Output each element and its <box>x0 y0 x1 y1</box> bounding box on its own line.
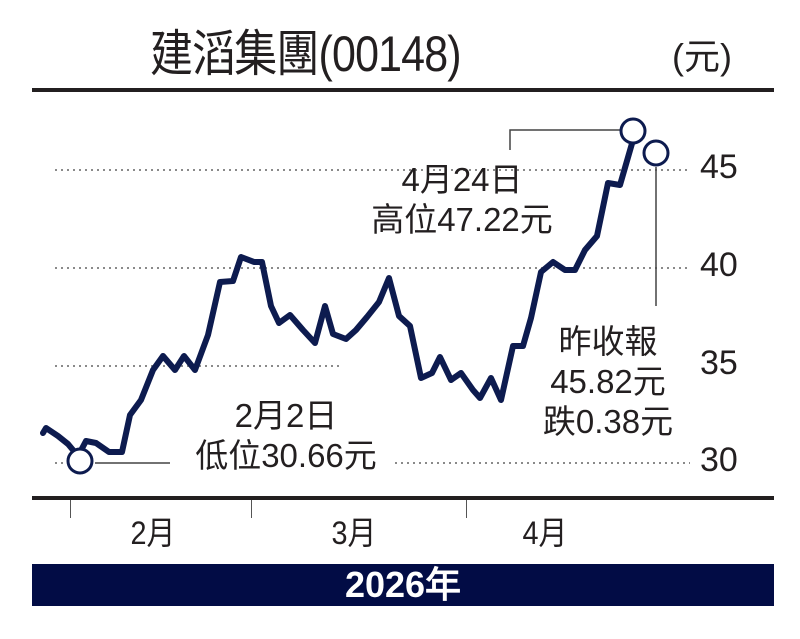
close-label: 昨收報 <box>558 323 658 360</box>
y-tick-30: 30 <box>700 441 738 479</box>
y-tick-40: 40 <box>700 246 738 284</box>
close-change: 跌0.38元 <box>542 403 674 440</box>
chart-title: 建滔集團(00148) <box>150 26 462 82</box>
month-label-apr: 4月 <box>522 515 568 551</box>
low-marker <box>66 447 94 475</box>
month-tick <box>466 500 467 518</box>
x-axis-rule <box>32 496 774 500</box>
month-tick <box>70 500 71 518</box>
y-tick-45: 45 <box>700 148 738 186</box>
price-line <box>40 137 636 459</box>
high-value: 高位47.22元 <box>371 201 553 238</box>
high-marker <box>619 117 647 145</box>
y-tick-35: 35 <box>700 344 738 382</box>
month-label-mar: 3月 <box>331 515 377 551</box>
unit-label: (元) <box>672 36 732 77</box>
low-annotation: 2月2日 低位30.66元 <box>176 396 396 476</box>
high-annotation: 4月24日 高位47.22元 <box>352 160 572 240</box>
close-value: 45.82元 <box>550 363 666 400</box>
close-marker <box>642 139 670 167</box>
leader-lines <box>95 129 657 464</box>
year-banner: 2026年 <box>32 564 774 606</box>
low-date: 2月2日 <box>234 397 338 434</box>
low-value: 低位30.66元 <box>195 437 377 474</box>
close-annotation: 昨收報 45.82元 跌0.38元 <box>528 322 688 442</box>
month-label-feb: 2月 <box>130 515 176 551</box>
month-tick <box>251 500 252 518</box>
high-date: 4月24日 <box>401 161 523 198</box>
top-rule <box>32 88 774 92</box>
